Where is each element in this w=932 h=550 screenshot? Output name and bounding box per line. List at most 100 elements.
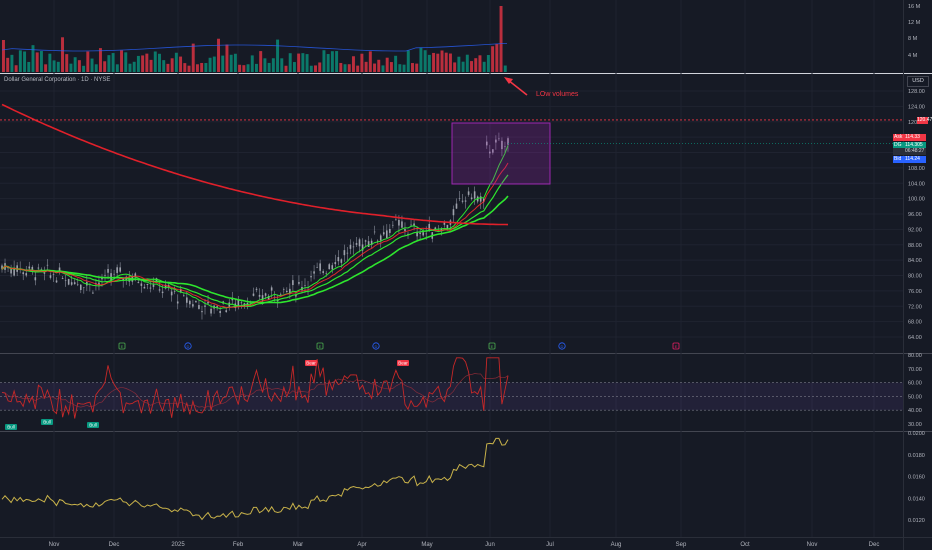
time-axis-label: Aug (611, 542, 622, 548)
candle-body (95, 283, 97, 284)
candle-body (398, 219, 400, 226)
horizontal-line-price-tag: 120.47 (917, 117, 932, 124)
candle-body (240, 302, 243, 304)
candle-body (376, 240, 379, 242)
volume-bar (52, 60, 56, 72)
candle-body (267, 295, 270, 300)
price-pane (0, 103, 903, 320)
candle-body (116, 267, 118, 273)
volume-bar (402, 64, 406, 72)
candle-body (58, 267, 61, 272)
volume-bar (347, 64, 351, 72)
volume-bar (398, 64, 402, 72)
candle-body (146, 283, 149, 286)
volume-bar (195, 64, 199, 72)
volume-bar (474, 58, 478, 72)
candle-body (482, 198, 485, 202)
candle-body (10, 269, 12, 274)
rsi-pane: Bull Bull Bull Bear Bear (0, 357, 903, 430)
price-axis-label: 84.00 (908, 258, 922, 264)
volume-bar (478, 55, 482, 72)
candle-body (355, 243, 358, 245)
candle-body (446, 224, 449, 229)
volume-bar (107, 55, 111, 72)
dividend-marker (558, 342, 566, 350)
earnings-marker (672, 342, 680, 350)
volume-bar (495, 44, 499, 72)
volume-bar (77, 60, 81, 72)
volume-bar (360, 53, 364, 72)
candle-body (358, 239, 361, 247)
candle-body (279, 293, 282, 295)
candle-body (113, 273, 115, 275)
ask-value: 114.33 (905, 134, 920, 140)
volume-bar (297, 53, 301, 72)
candle-body (473, 191, 476, 199)
volume-bar (18, 50, 22, 72)
candle-body (498, 138, 500, 140)
candle-body (331, 265, 334, 270)
volume-ma-line (1, 43, 508, 52)
candle-body (401, 221, 403, 228)
volume-bar (461, 61, 465, 72)
volume-bar (314, 65, 317, 72)
price-axis-label: 104.00 (908, 181, 925, 187)
volume-bar (212, 56, 216, 72)
candle-body (452, 209, 455, 216)
volume-bar (411, 63, 414, 72)
price-axis-label: 96.00 (908, 212, 922, 218)
volume-axis-label: 16 M (908, 4, 921, 10)
volume-bar (292, 62, 296, 72)
rsi-band (0, 382, 903, 411)
candle-body (49, 275, 52, 278)
volume-bar (238, 64, 242, 72)
candle-body (37, 267, 40, 269)
rsi-bull-label: Bull (7, 425, 15, 430)
candle-body (107, 268, 109, 273)
candle-body (192, 304, 194, 307)
candle-body (79, 284, 82, 290)
candle-body (286, 290, 288, 293)
candle-body (261, 295, 264, 301)
volume-bar (2, 40, 5, 72)
candle-body (489, 151, 491, 154)
volume-bar (187, 65, 191, 72)
candle-body (31, 266, 34, 272)
candle-body (419, 232, 421, 234)
rsi-bull-label-bg (87, 422, 99, 428)
last-label: DG (894, 142, 902, 148)
volume-bar (179, 56, 183, 72)
volume-bar (56, 61, 60, 72)
candle-body (313, 271, 315, 274)
time-axis-label: Feb (233, 542, 244, 548)
candle-body (461, 200, 464, 202)
volume-bar (120, 50, 124, 72)
volume-bar (98, 48, 102, 72)
volume-bar (499, 6, 503, 72)
volume-bar (229, 54, 233, 72)
volume-bar (373, 63, 377, 72)
volume-bar (448, 53, 452, 72)
candle-body (152, 284, 155, 287)
volume-bar (174, 52, 178, 72)
candle-body (1, 265, 3, 270)
candle-body (219, 311, 221, 314)
volume-bar (436, 53, 440, 72)
price-axis-label: 100.00 (908, 197, 925, 203)
rsi-bull-label: Bull (89, 423, 97, 428)
countdown-value: 06:48:27 (905, 148, 925, 154)
candle-body (282, 289, 285, 290)
symbol-title[interactable]: Dollar General Corporation · 1D · NYSE (4, 77, 111, 83)
candle-body (164, 284, 167, 289)
candle-body (404, 228, 406, 231)
volume-bar (267, 62, 271, 72)
volume-bar (470, 61, 474, 72)
annotation-text[interactable]: LOw volumes (536, 91, 579, 98)
volume-bar (170, 58, 174, 72)
rsi-bull-label-bg (5, 424, 17, 430)
candle-body (328, 264, 331, 270)
currency-button[interactable]: USD (907, 76, 929, 87)
rsi-axis-label: 40.00 (908, 408, 922, 414)
candle-body (379, 235, 382, 241)
